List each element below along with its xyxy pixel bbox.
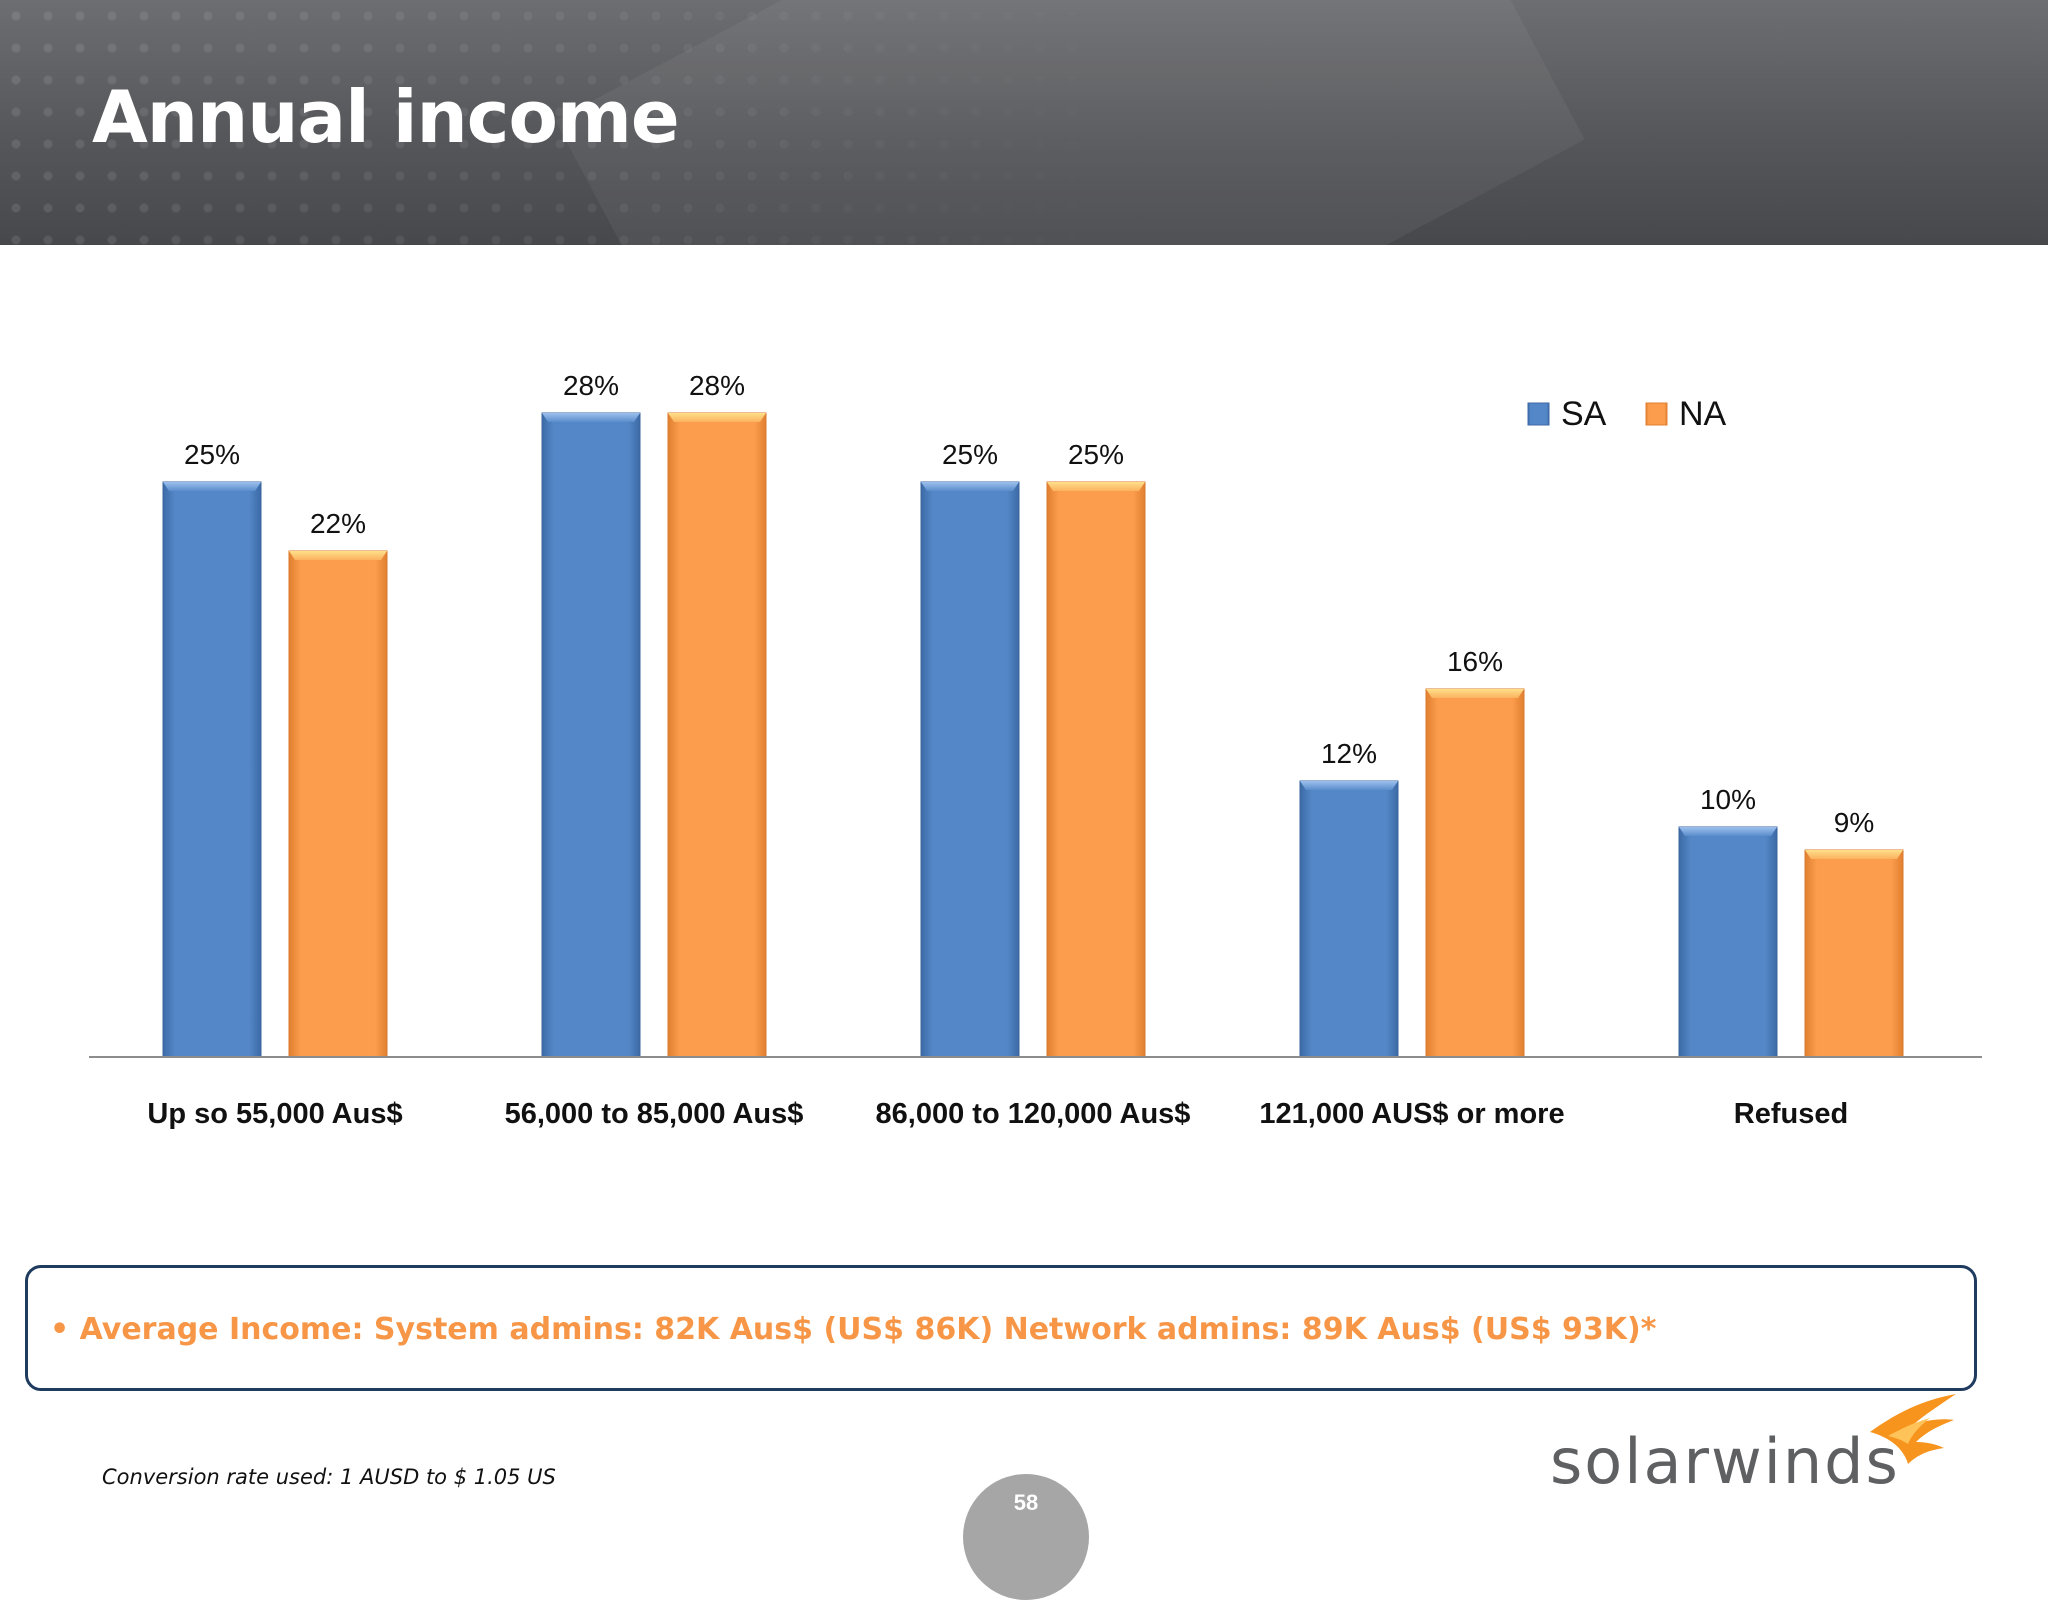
bar-cap-sa-1 (163, 482, 261, 491)
bar-cap-sa-3 (921, 482, 1019, 491)
bar-cap-na-3 (1047, 482, 1145, 491)
bar-sa-1 (163, 482, 261, 1057)
bar-cap-na-4 (1426, 689, 1524, 698)
value-label-sa-2: 28% (563, 370, 619, 401)
bar-na-1 (289, 551, 387, 1057)
solarwinds-logo-text: solarwinds (1550, 1425, 1900, 1498)
category-label-2: 56,000 to 85,000 Aus$ (505, 1098, 804, 1130)
category-labels-layer: Up so 55,000 Aus$ 56,000 to 85,000 Aus$ 86… (147, 1098, 1848, 1130)
bar-cap-sa-5 (1679, 827, 1777, 836)
conversion-footnote: Conversion rate used: 1 AUSD to $ 1.05 U… (102, 1465, 556, 1489)
bar-sa-5 (1679, 827, 1777, 1057)
legend-swatch-sa (1528, 403, 1549, 425)
solarwinds-logo-flame-icon (1868, 1392, 1958, 1472)
bars-layer (163, 413, 1903, 1057)
legend: SA NA (1528, 395, 1727, 433)
bar-sa-4 (1300, 781, 1398, 1057)
bar-chart: 25% 22% 28% 28% 25% 25% 12% 16% 10% 9% Up so 55,0… (0, 0, 2048, 1200)
bar-sa-3 (921, 482, 1019, 1057)
legend-label-na: NA (1679, 395, 1727, 433)
legend-swatch-na (1646, 403, 1667, 425)
category-label-3: 86,000 to 120,000 Aus$ (876, 1098, 1191, 1130)
page-number: 58 (963, 1490, 1089, 1516)
value-label-sa-4: 12% (1321, 738, 1377, 769)
average-income-text: • Average Income: System admins: 82K Aus… (50, 1312, 1656, 1348)
bar-na-5 (1805, 850, 1903, 1057)
value-label-na-1: 22% (310, 508, 366, 539)
category-label-4: 121,000 AUS$ or more (1259, 1098, 1564, 1130)
bar-na-3 (1047, 482, 1145, 1057)
bar-cap-na-2 (668, 413, 766, 422)
bar-cap-na-5 (1805, 850, 1903, 859)
value-label-sa-3: 25% (942, 439, 998, 470)
bar-na-4 (1426, 689, 1524, 1057)
bar-sa-2 (542, 413, 640, 1057)
category-label-1: Up so 55,000 Aus$ (147, 1098, 402, 1130)
bar-cap-sa-2 (542, 413, 640, 422)
value-label-sa-5: 10% (1700, 784, 1756, 815)
value-label-na-3: 25% (1068, 439, 1124, 470)
bar-na-2 (668, 413, 766, 1057)
bar-cap-na-1 (289, 551, 387, 560)
value-label-na-4: 16% (1447, 646, 1503, 677)
value-label-na-2: 28% (689, 370, 745, 401)
value-label-sa-1: 25% (184, 439, 240, 470)
bar-cap-sa-4 (1300, 781, 1398, 790)
value-label-na-5: 9% (1834, 807, 1874, 838)
legend-label-sa: SA (1561, 395, 1607, 433)
category-label-5: Refused (1734, 1098, 1848, 1130)
value-labels-layer: 25% 22% 28% 28% 25% 25% 12% 16% 10% 9% (184, 370, 1874, 838)
